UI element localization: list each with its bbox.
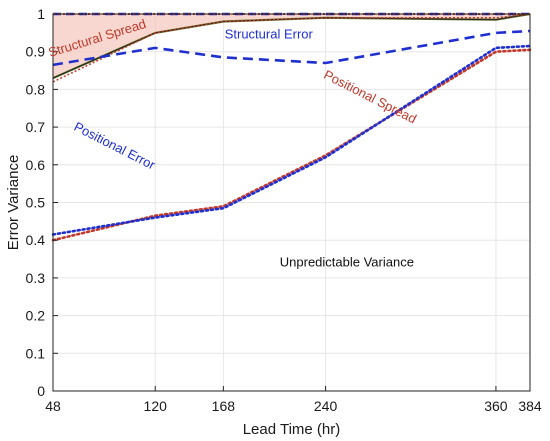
x-tick-label: 120 — [144, 398, 168, 414]
x-tick-label: 360 — [484, 398, 508, 414]
x-tick-label: 168 — [212, 398, 236, 414]
y-tick-label: 0.7 — [26, 119, 46, 135]
y-tick-label: 0 — [37, 383, 45, 399]
chart-annotation: Unpredictable Variance — [280, 255, 414, 270]
x-tick-label: 240 — [314, 398, 338, 414]
y-tick-label: 0.9 — [26, 44, 46, 60]
y-tick-label: 0.5 — [26, 195, 46, 211]
x-axis-label: Lead Time (hr) — [243, 421, 341, 438]
y-tick-label: 0.8 — [26, 81, 46, 97]
y-tick-label: 1 — [37, 6, 45, 22]
structural-spread-line — [52, 13, 531, 83]
x-tick-label: 384 — [518, 398, 542, 414]
x-axis: 48 120 168 240 360 384 — [45, 386, 542, 414]
series-layer — [51, 12, 532, 242]
positional-error-line — [51, 44, 532, 236]
x-tick-label: 48 — [45, 398, 61, 414]
y-tick-label: 0.3 — [26, 270, 46, 286]
y-tick-label: 0.4 — [26, 232, 46, 248]
y-axis: 0 0.1 0.2 0.3 0.4 0.5 0.6 0.7 0.8 0.9 1 — [26, 6, 58, 399]
y-tick-label: 0.2 — [26, 308, 46, 324]
y-tick-label: 0.6 — [26, 157, 46, 173]
y-tick-label: 0.1 — [26, 345, 46, 361]
y-axis-label: Error Variance — [5, 155, 22, 251]
structural-error-line — [52, 29, 531, 67]
chart-annotation: Structural Error — [225, 27, 314, 42]
